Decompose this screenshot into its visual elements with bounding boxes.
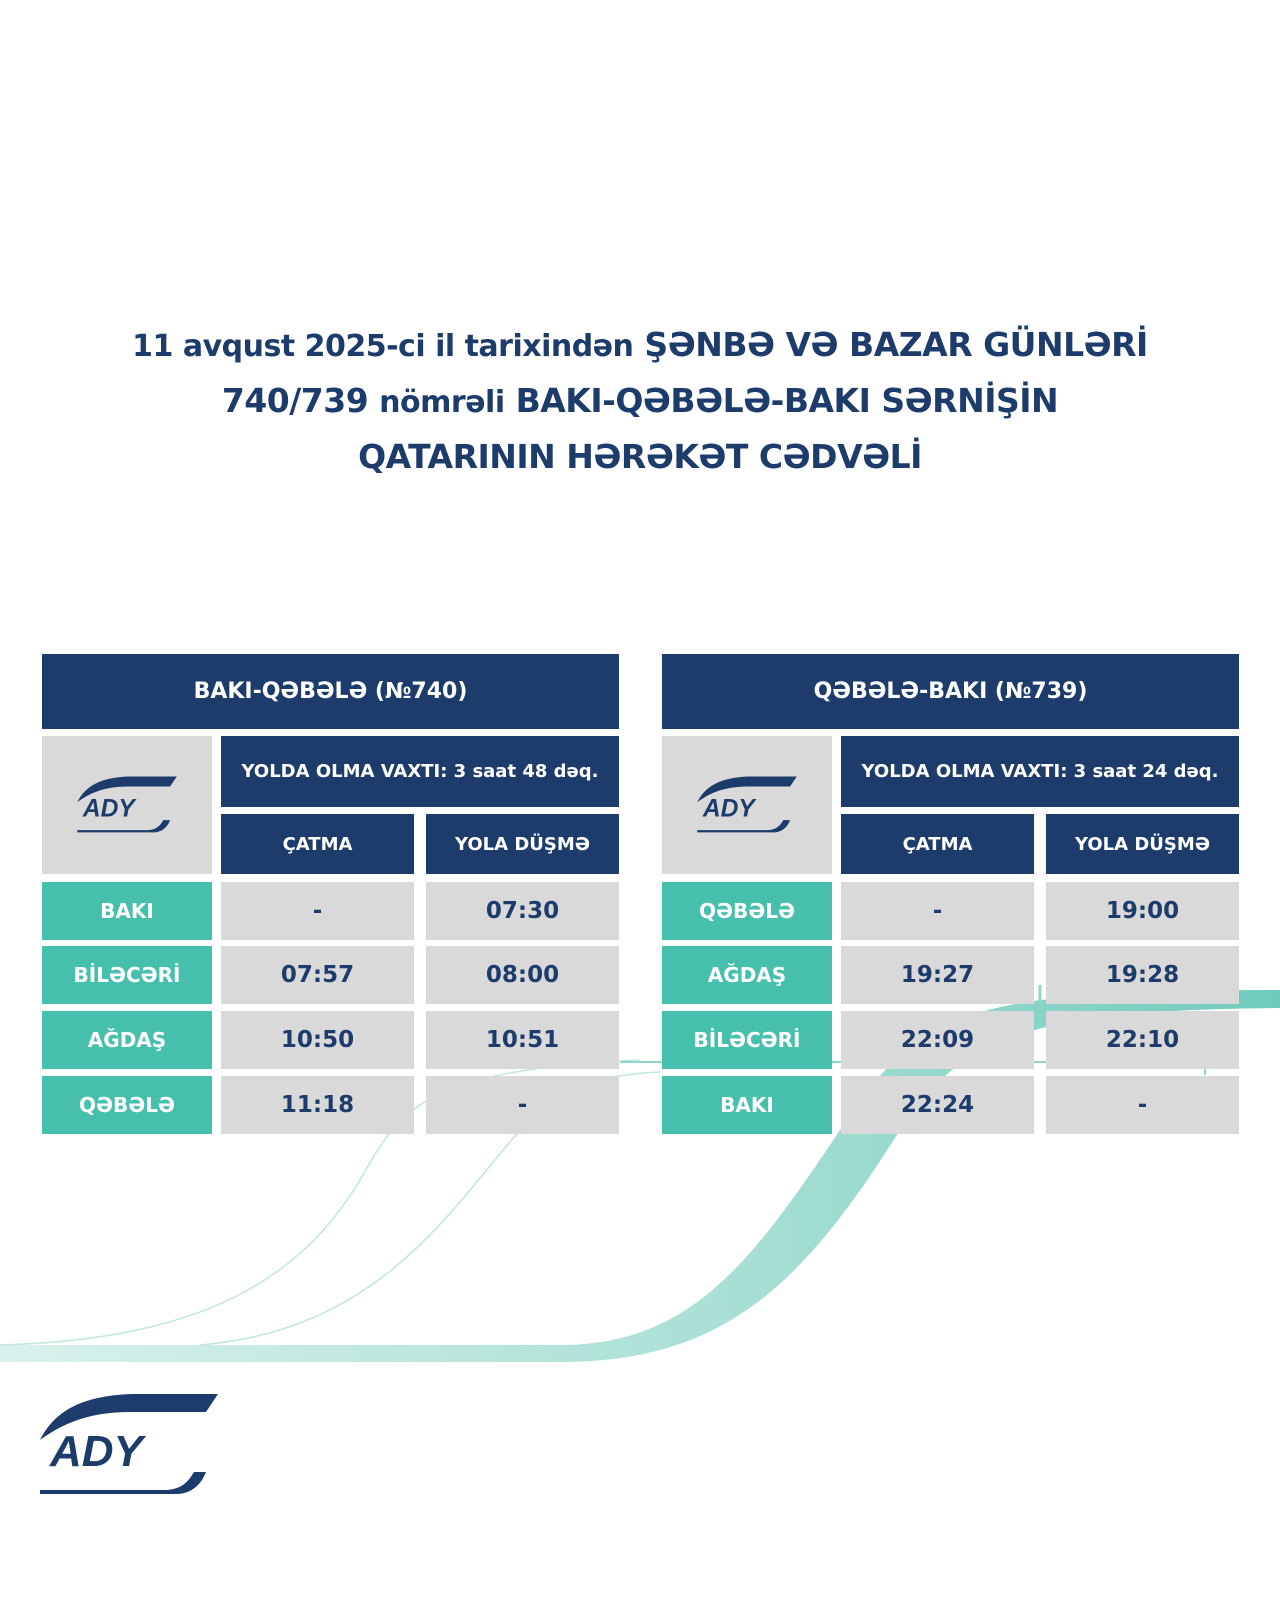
station-name: BİLƏCƏRİ [662,1011,832,1069]
column-header-departure: YOLA DÜŞMƏ [1046,814,1239,874]
travel-time: YOLDA OLMA VAXTI: 3 saat 48 dəq. [221,736,619,807]
svg-text:ADY: ADY [82,796,138,823]
departure-time: 22:10 [1046,1011,1239,1069]
arrival-time: 19:27 [841,946,1034,1004]
arrival-time: 11:18 [221,1076,414,1134]
svg-text:ADY: ADY [702,796,758,823]
departure-time: - [426,1076,619,1134]
travel-time: YOLDA OLMA VAXTI: 3 saat 24 dəq. [841,736,1239,807]
arrival-time: - [841,882,1034,940]
departure-time: 19:28 [1046,946,1239,1004]
logo-cell: ADY [662,736,832,874]
column-header-departure: YOLA DÜŞMƏ [426,814,619,874]
arrival-time: 07:57 [221,946,414,1004]
svg-text:ADY: ADY [49,1427,147,1476]
station-name: QƏBƏLƏ [662,882,832,940]
departure-time: 10:51 [426,1011,619,1069]
table-header: QƏBƏLƏ-BAKI (№739) [662,654,1239,729]
station-name: BİLƏCƏRİ [42,946,212,1004]
departure-time: 19:00 [1046,882,1239,940]
arrival-time: 22:24 [841,1076,1034,1134]
station-name: AĞDAŞ [662,946,832,1004]
station-name: QƏBƏLƏ [42,1076,212,1134]
column-header-arrival: ÇATMA [841,814,1034,874]
station-name: BAKI [42,882,212,940]
logo-cell: ADY [42,736,212,874]
ady-logo: ADY [77,776,177,833]
page-title: 11 avqust 2025-ci il tarixindən ŞƏNBƏ VƏ… [132,325,1148,476]
ady-logo: ADY [40,1394,218,1494]
arrival-time: - [221,882,414,940]
departure-time: 07:30 [426,882,619,940]
departure-time: - [1046,1076,1239,1134]
ady-logo: ADY [697,776,797,833]
station-name: AĞDAŞ [42,1011,212,1069]
arrival-time: 22:09 [841,1011,1034,1069]
station-name: BAKI [662,1076,832,1134]
departure-time: 08:00 [426,946,619,1004]
table-header: BAKI-QƏBƏLƏ (№740) [42,654,619,729]
arrival-time: 10:50 [221,1011,414,1069]
column-header-arrival: ÇATMA [221,814,414,874]
